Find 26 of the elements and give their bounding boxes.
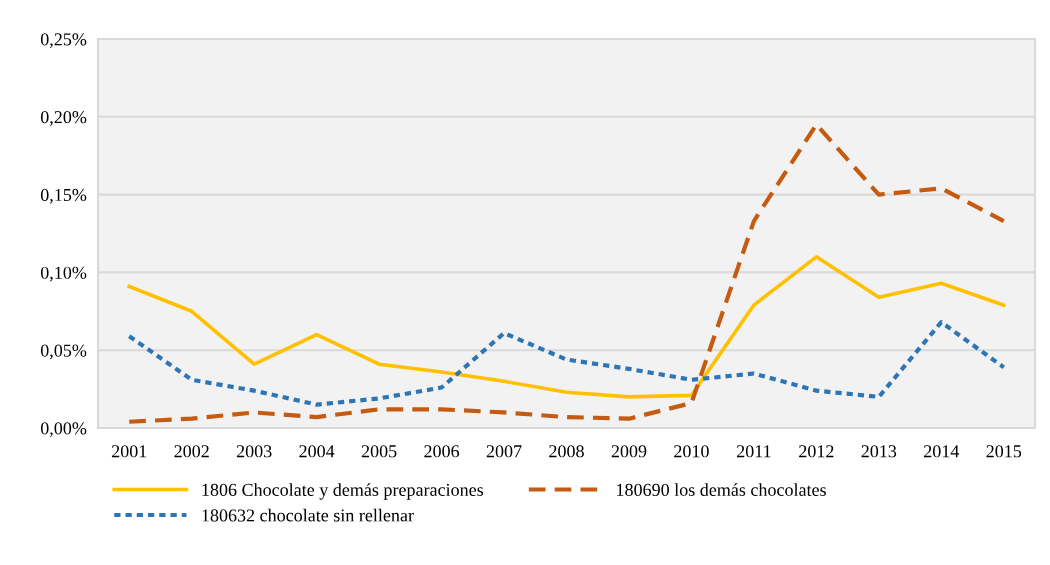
legend-label: 180632 chocolate sin rellenar [202, 508, 414, 522]
line-series [127, 320, 1006, 407]
y-tick-label: 0,10% [40, 266, 87, 282]
x-tick-label: 2012 [799, 445, 834, 458]
x-tick-label: 2001 [111, 445, 147, 458]
legend-label: 1806 Chocolate y demás preparaciones [202, 483, 484, 500]
line-series [127, 255, 1006, 399]
x-tick-label: 2006 [424, 445, 460, 458]
x-tick-label: 2003 [236, 445, 272, 458]
x-tick-label: 2008 [549, 445, 584, 458]
y-tick-label: 0,00% [40, 422, 87, 438]
x-tick-label: 2014 [924, 445, 960, 458]
x-tick-label: 2011 [736, 445, 771, 458]
x-tick-label: 2005 [361, 445, 397, 458]
x-tick-label: 2002 [174, 445, 209, 458]
x-tick-label: 2010 [674, 445, 709, 458]
y-tick-label: 0,15% [40, 188, 87, 204]
x-tick-label: 2009 [611, 445, 647, 458]
y-tick-label: 0,05% [40, 344, 87, 360]
x-tick-label: 2004 [299, 445, 335, 458]
x-tick-label: 2007 [486, 445, 522, 458]
x-tick-label: 2013 [861, 445, 897, 458]
y-tick-label: 0,20% [40, 111, 87, 126]
x-tick-label: 2015 [986, 445, 1022, 458]
legend-label: 180690 los demás chocolates [617, 483, 826, 496]
y-tick-label: 0,25% [40, 33, 87, 49]
